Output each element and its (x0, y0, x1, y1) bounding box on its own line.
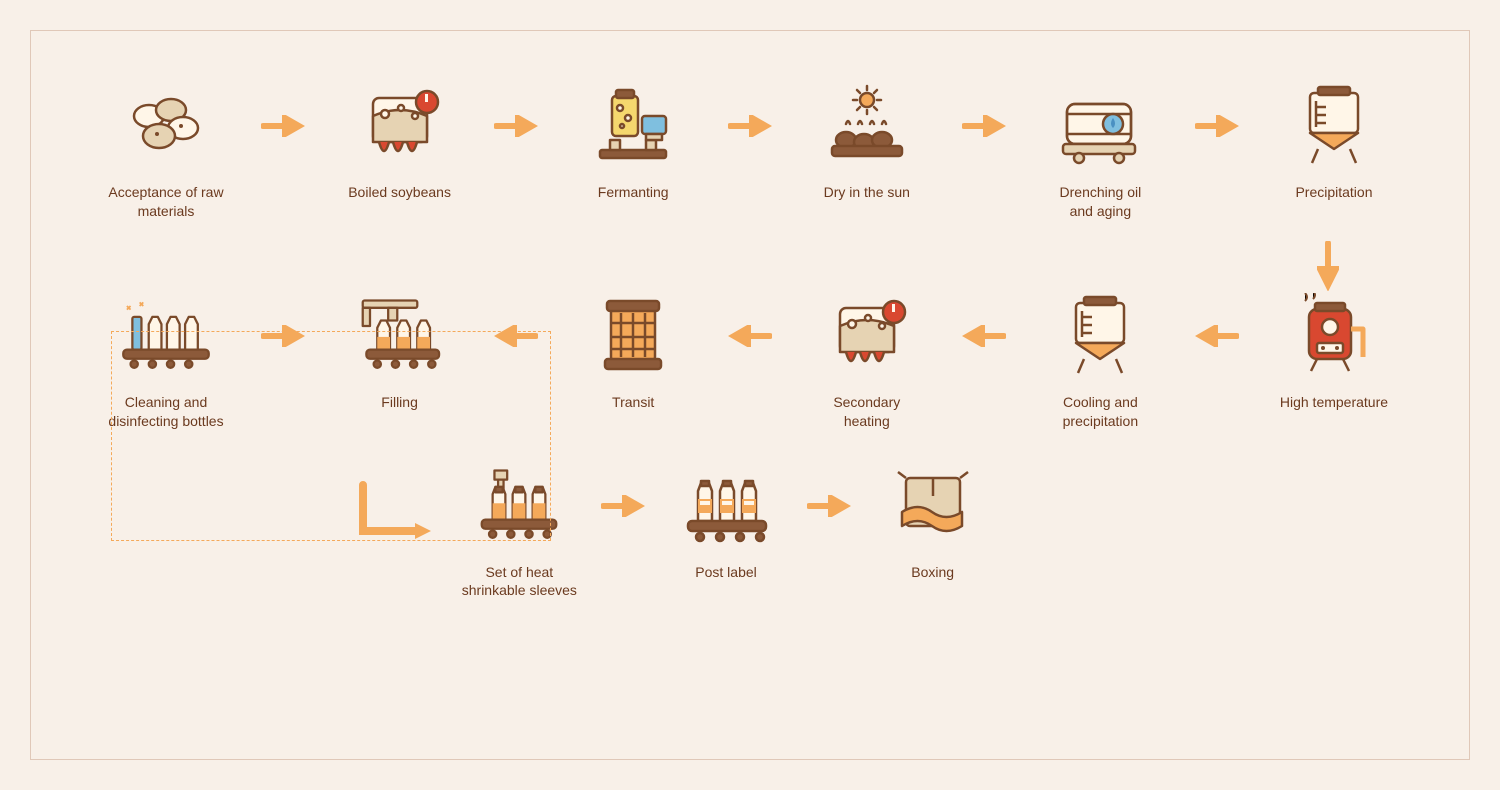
arrow-right-icon (258, 291, 308, 381)
fermenting-icon (583, 81, 683, 171)
dry-sun-icon (817, 81, 917, 171)
row-3: Set of heatshrinkable sleeves (91, 461, 991, 601)
row-1: Acceptance of rawmaterials (91, 81, 1409, 221)
transit-icon (583, 291, 683, 381)
step-label: Boiled soybeans (348, 183, 451, 202)
step-dry-sun: Dry in the sun (792, 81, 942, 202)
post-label-icon (676, 461, 776, 551)
step-filling: Filling (325, 291, 475, 412)
step-label: Dry in the sun (824, 183, 910, 202)
step-high-temperature: High temperature (1259, 291, 1409, 412)
cooling-precip-icon (1050, 291, 1150, 381)
cleaning-bottles-icon (116, 291, 216, 381)
row-2: Cleaning anddisinfecting bottles (91, 291, 1409, 431)
step-label: Fermanting (598, 183, 669, 202)
arrow-down-icon (1317, 241, 1339, 296)
step-label: Filling (381, 393, 418, 412)
arrow-l-connector-icon (351, 471, 441, 551)
step-post-label: Post label (668, 461, 785, 582)
step-secondary-heating: Secondaryheating (792, 291, 942, 431)
secondary-heating-icon (817, 291, 917, 381)
arrow-right-icon (258, 81, 308, 171)
step-label: Secondaryheating (833, 393, 900, 431)
high-temperature-icon (1284, 291, 1384, 381)
arrow-left-icon (725, 291, 775, 381)
step-transit: Transit (558, 291, 708, 412)
step-label: Set of heatshrinkable sleeves (462, 563, 577, 601)
step-label: Cooling andprecipitation (1063, 393, 1139, 431)
step-cooling-precip: Cooling andprecipitation (1025, 291, 1175, 431)
step-label: Cleaning anddisinfecting bottles (108, 393, 223, 431)
drenching-oil-icon (1050, 81, 1150, 171)
heat-shrink-icon (469, 461, 569, 551)
arrow-right-icon (959, 81, 1009, 171)
raw-materials-icon (116, 81, 216, 171)
step-fermenting: Fermanting (558, 81, 708, 202)
diagram-frame: Acceptance of rawmaterials (30, 30, 1470, 760)
filling-icon (350, 291, 450, 381)
arrow-right-icon (1192, 81, 1242, 171)
boiled-soybeans-icon (350, 81, 450, 171)
arrow-left-icon (959, 291, 1009, 381)
arrow-left-icon (1192, 291, 1242, 381)
step-boiled-soybeans: Boiled soybeans (325, 81, 475, 202)
step-drenching-oil: Drenching oiland aging (1025, 81, 1175, 221)
precipitation-icon (1284, 81, 1384, 171)
step-label: Boxing (911, 563, 954, 582)
step-boxing: Boxing (874, 461, 991, 582)
step-precipitation: Precipitation (1259, 81, 1409, 202)
step-heat-shrink: Set of heatshrinkable sleeves (461, 461, 578, 601)
step-label: Acceptance of rawmaterials (108, 183, 223, 221)
arrow-right-icon (804, 461, 854, 551)
arrow-right-icon (598, 461, 648, 551)
step-cleaning-bottles: Cleaning anddisinfecting bottles (91, 291, 241, 431)
arrow-right-icon (491, 81, 541, 171)
step-label: Drenching oiland aging (1060, 183, 1142, 221)
step-label: High temperature (1280, 393, 1388, 412)
step-raw-materials: Acceptance of rawmaterials (91, 81, 241, 221)
step-label: Transit (612, 393, 654, 412)
arrow-right-icon (725, 81, 775, 171)
step-label: Post label (695, 563, 756, 582)
step-label: Precipitation (1295, 183, 1372, 202)
boxing-icon (883, 461, 983, 551)
arrow-left-icon (491, 291, 541, 381)
